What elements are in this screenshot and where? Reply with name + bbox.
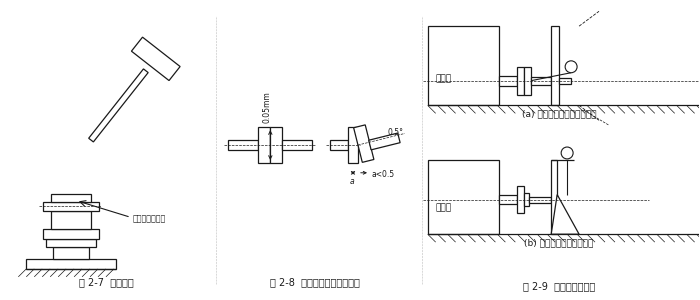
Text: 原动机: 原动机	[435, 203, 452, 212]
Bar	[428, 160, 499, 234]
Bar	[559, 78, 571, 84]
Polygon shape	[369, 133, 400, 150]
Bar	[551, 160, 557, 234]
Text: 0.05mm: 0.05mm	[262, 92, 272, 123]
Bar	[517, 186, 524, 213]
Text: 原动机: 原动机	[435, 75, 452, 84]
Bar	[51, 212, 91, 229]
Bar	[551, 26, 559, 105]
Text: a<0.5: a<0.5	[372, 170, 395, 179]
Text: (b) 用百分表检查支座端面: (b) 用百分表检查支座端面	[524, 238, 594, 247]
Text: 图 2-7  注意事项: 图 2-7 注意事项	[78, 277, 133, 287]
Bar	[51, 194, 91, 202]
Bar	[46, 239, 96, 247]
Text: a: a	[350, 177, 354, 186]
Text: 图 2-8  联轴器之间的安装精度: 图 2-8 联轴器之间的安装精度	[270, 277, 360, 287]
Circle shape	[561, 147, 573, 159]
Bar	[428, 26, 499, 105]
Bar	[53, 247, 89, 259]
Polygon shape	[354, 125, 374, 162]
Bar	[330, 140, 348, 150]
Bar	[517, 67, 524, 94]
Bar	[258, 127, 270, 163]
Circle shape	[565, 61, 577, 73]
Text: 0.5°: 0.5°	[388, 128, 404, 137]
Bar	[524, 193, 529, 206]
Text: (a) 用百分表检查联轴器端面: (a) 用百分表检查联轴器端面	[522, 110, 596, 118]
Bar	[529, 196, 551, 202]
Bar	[228, 140, 258, 150]
Polygon shape	[132, 37, 180, 81]
Bar	[499, 76, 517, 85]
Bar	[43, 229, 99, 239]
Bar	[27, 259, 116, 269]
Bar	[270, 127, 282, 163]
Bar	[524, 67, 531, 94]
Polygon shape	[89, 69, 148, 142]
Text: 此处应垫一铜棒: 此处应垫一铜棒	[133, 214, 166, 223]
Text: 图 2-9  安装精度的检查: 图 2-9 安装精度的检查	[523, 281, 595, 291]
Polygon shape	[551, 195, 579, 234]
Bar	[282, 140, 312, 150]
Bar	[348, 127, 358, 163]
Bar	[531, 77, 551, 85]
Bar	[499, 195, 517, 205]
Bar	[43, 202, 99, 212]
